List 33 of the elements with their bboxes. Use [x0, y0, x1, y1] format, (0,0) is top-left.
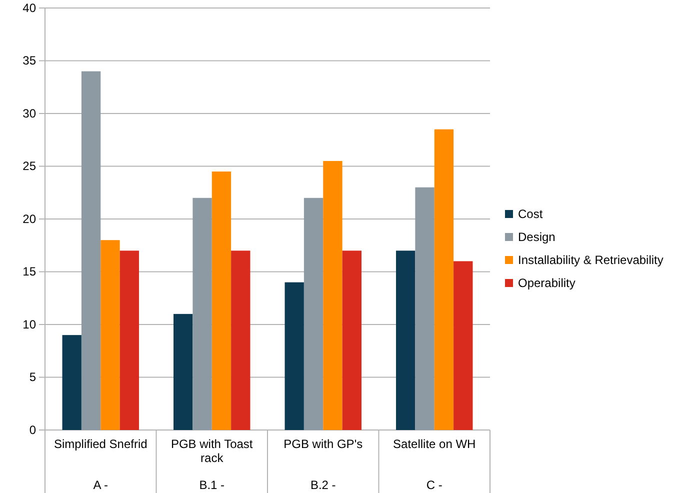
y-tick-label: 35 [22, 54, 36, 68]
category-label: Simplified Snefrid A - [54, 437, 148, 492]
bar [342, 250, 362, 430]
bar [100, 240, 120, 430]
legend-label: Operability [518, 276, 576, 290]
legend-label: Cost [518, 207, 544, 221]
category-label: PGB with GP's B.2 - [284, 437, 363, 492]
y-tick-label: 40 [22, 0, 36, 15]
bar [192, 198, 212, 430]
legend-label: Design [518, 230, 556, 244]
bar [81, 71, 101, 430]
bar [231, 250, 250, 430]
bar [212, 172, 232, 430]
y-tick-label: 5 [29, 370, 36, 384]
y-tick-label: 30 [22, 106, 36, 120]
bar [323, 160, 342, 430]
category-label: Satellite on WH C - [393, 437, 476, 492]
bar [434, 129, 454, 430]
legend-label: Installability & Retrievability [518, 253, 664, 267]
bar [304, 198, 324, 430]
bar [454, 261, 473, 430]
y-tick-label: 20 [22, 212, 36, 226]
y-tick-label: 25 [22, 159, 36, 174]
y-tick-label: 10 [22, 317, 36, 332]
bar [62, 335, 82, 430]
bar [120, 250, 139, 430]
bar [396, 250, 416, 430]
bar [284, 282, 304, 430]
bar [415, 187, 434, 430]
y-tick-label: 0 [29, 422, 36, 437]
y-tick-label: 15 [22, 264, 36, 279]
x-tick-label: PGB with Toast rack B.1 - [170, 437, 254, 492]
bar [174, 314, 193, 430]
